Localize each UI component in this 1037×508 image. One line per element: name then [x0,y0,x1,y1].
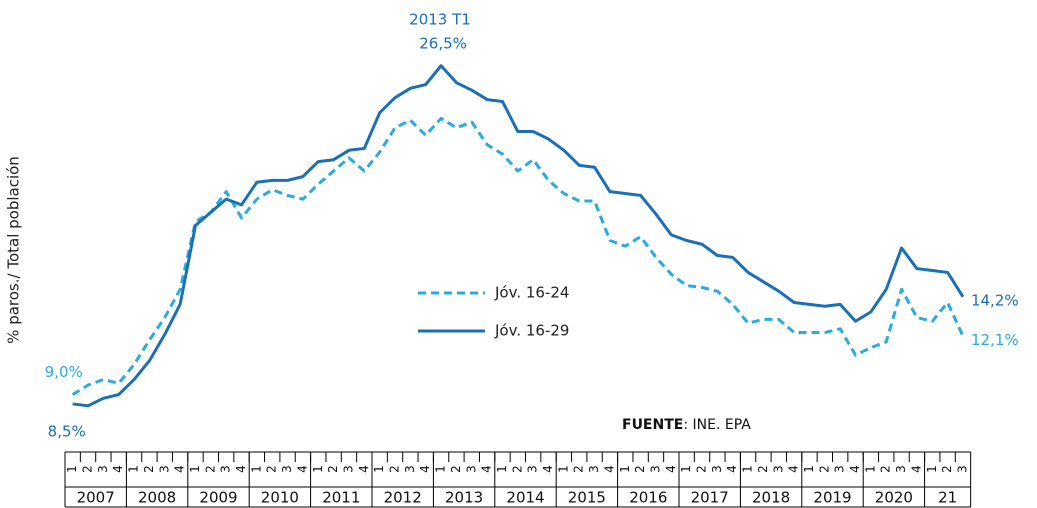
year-label: 2012 [384,489,422,507]
year-label: 2007 [77,489,115,507]
x-tick-label: 3 [833,465,847,473]
x-tick-label: 3 [894,465,908,473]
year-label: 2018 [752,489,790,507]
value-label: 14,2% [971,291,1019,309]
x-tick-label: 3 [280,465,294,473]
peak-annotation: 2013 T1 [409,11,471,29]
x-tick-label: 4 [173,465,187,473]
value-label: 12,1% [971,331,1019,349]
x-tick-label: 2 [326,465,340,473]
x-tick-label: 2 [388,465,402,473]
x-tick-label: 2 [265,465,279,473]
x-tick-label: 3 [96,465,110,473]
legend-label: Jóv. 16-24 [494,284,569,302]
source: FUENTE: INE. EPA [622,417,751,433]
x-tick-label: 4 [111,465,125,473]
x-tick-label: 3 [157,465,171,473]
year-label: 2009 [199,489,237,507]
x-tick-label: 1 [802,465,816,473]
x-tick-label: 3 [219,465,233,473]
year-label: 21 [938,489,957,507]
x-tick-label: 3 [403,465,417,473]
x-tick-label: 2 [695,465,709,473]
series-line [71,116,965,396]
x-tick-label: 2 [449,465,463,473]
x-tick-label: 4 [541,465,555,473]
x-tick-label: 2 [756,465,770,473]
year-label: 2010 [261,489,299,507]
y-axis-label: % paros./ Total población [5,156,23,344]
x-tick-label: 4 [848,465,862,473]
year-label: 2013 [445,489,483,507]
x-tick-label: 3 [341,465,355,473]
year-label: 2020 [875,489,913,507]
x-tick-label: 2 [572,465,586,473]
x-tick-label: 2 [817,465,831,473]
x-tick-label: 1 [249,465,263,473]
year-label: 2008 [138,489,176,507]
series-line [72,64,965,408]
x-tick-label: 3 [464,465,478,473]
x-tick-label: 4 [787,465,801,473]
x-tick-label: 4 [602,465,616,473]
x-tick-label: 3 [955,465,969,473]
x-tick-label: 2 [633,465,647,473]
x-tick-label: 1 [372,465,386,473]
x-tick-label: 2 [142,465,156,473]
x-tick-label: 4 [295,465,309,473]
x-tick-label: 1 [65,465,79,473]
legend-label: Jóv. 16-29 [494,322,569,340]
year-label: 2014 [506,489,544,507]
x-tick-label: 4 [480,465,494,473]
year-label: 2011 [322,489,360,507]
year-label: 2016 [629,489,667,507]
source-label: FUENTE [622,417,683,433]
year-label: 2015 [568,489,606,507]
x-tick-label: 1 [495,465,509,473]
x-tick-label: 1 [863,465,877,473]
x-tick-label: 2 [510,465,524,473]
x-tick-label: 1 [434,465,448,473]
x-tick-label: 1 [556,465,570,473]
x-tick-label: 4 [418,465,432,473]
x-tick-label: 1 [127,465,141,473]
x-tick-label: 4 [909,465,923,473]
x-tick-label: 1 [618,465,632,473]
x-tick-label: 1 [311,465,325,473]
x-tick-label: 3 [648,465,662,473]
value-label: 9,0% [45,363,83,381]
x-tick-label: 1 [925,465,939,473]
x-tick-label: 1 [679,465,693,473]
x-tick-label: 4 [664,465,678,473]
x-tick-label: 3 [526,465,540,473]
x-tick-label: 4 [725,465,739,473]
x-tick-label: 3 [587,465,601,473]
x-tick-label: 1 [188,465,202,473]
x-tick-label: 3 [771,465,785,473]
value-label: 26,5% [419,35,467,53]
x-tick-label: 2 [203,465,217,473]
x-tick-label: 4 [234,465,248,473]
x-tick-label: 3 [710,465,724,473]
x-tick-label: 2 [879,465,893,473]
year-label: 2019 [813,489,851,507]
value-label: 8,5% [48,422,86,440]
x-tick-label: 2 [81,465,95,473]
year-label: 2017 [691,489,729,507]
x-tick-label: 4 [357,465,371,473]
x-tick-label: 1 [741,465,755,473]
source-text: : INE. EPA [683,417,751,433]
x-tick-label: 2 [940,465,954,473]
